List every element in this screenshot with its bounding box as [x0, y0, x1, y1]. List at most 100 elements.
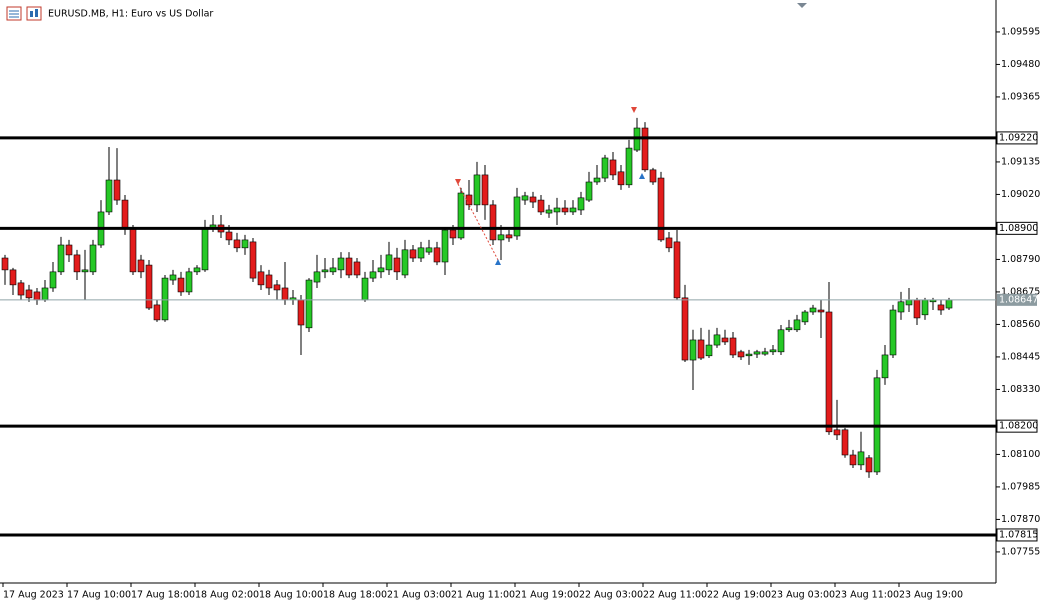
- level-label-box: [996, 528, 1038, 542]
- candle-body: [25, 289, 33, 299]
- candle-body: [1, 257, 9, 271]
- level-label-box: [996, 221, 1038, 235]
- candle-body: [449, 229, 457, 239]
- candle-body: [713, 334, 721, 346]
- candle-body: [313, 271, 321, 283]
- candle-body: [473, 174, 481, 206]
- y-tick-label: 1.08445: [1001, 351, 1040, 362]
- trade-markers: [455, 107, 645, 265]
- candle-body: [257, 271, 265, 286]
- candle-body: [697, 339, 705, 359]
- candle-body: [905, 299, 913, 306]
- candle-body: [281, 287, 289, 301]
- candle-body: [177, 277, 185, 293]
- candle-body: [353, 261, 361, 276]
- candle-body: [753, 351, 761, 355]
- candle-body: [521, 195, 529, 201]
- candle-body: [153, 304, 161, 321]
- candle-body: [705, 344, 713, 357]
- candle-body: [801, 311, 809, 323]
- candle-body: [625, 147, 633, 186]
- icon-bar: [35, 9, 38, 17]
- candle-body: [105, 179, 113, 213]
- candle-body: [617, 171, 625, 186]
- price-label-box: [997, 293, 1037, 306]
- x-tick-label: 22 Aug 03:00: [579, 590, 643, 601]
- x-tick-label: 18 Aug 10:00: [259, 590, 323, 601]
- candle-body: [721, 337, 729, 343]
- x-tick-label: 18 Aug 18:00: [323, 590, 387, 601]
- candle-body: [497, 234, 505, 241]
- candle-body: [761, 351, 769, 355]
- candle-body: [265, 274, 273, 289]
- candle-body: [57, 244, 65, 273]
- scroll-marker[interactable]: [797, 3, 807, 8]
- candle-body: [937, 304, 945, 311]
- x-tick-label: 17 Aug 18:00: [131, 590, 195, 601]
- y-tick-label: 1.08675: [1001, 286, 1040, 297]
- candle-body: [793, 319, 801, 331]
- candle-body: [185, 271, 193, 293]
- candle-body: [73, 254, 81, 273]
- x-tick-label: 23 Aug 19:00: [899, 590, 963, 601]
- candle-body: [529, 196, 537, 203]
- candle-body: [665, 237, 673, 249]
- candle-body: [769, 349, 777, 353]
- candle-body: [41, 287, 49, 301]
- candle-body: [113, 179, 121, 201]
- y-tick-label: 1.08100: [1001, 449, 1040, 460]
- y-tick-label: 1.08560: [1001, 319, 1040, 330]
- candle-body: [569, 207, 577, 213]
- candle-body: [361, 277, 369, 301]
- icon[interactable]: [26, 6, 42, 21]
- y-tick-label: 1.09595: [1001, 26, 1040, 37]
- candle-body: [561, 207, 569, 213]
- candle-body: [385, 254, 393, 271]
- candle-body: [545, 209, 553, 214]
- candle-body: [817, 309, 825, 313]
- x-tick-label: 22 Aug 11:00: [643, 590, 707, 601]
- level-label: 1.08200: [999, 421, 1038, 432]
- candle-body: [233, 239, 241, 249]
- candle-body: [481, 174, 489, 206]
- candle-body: [737, 351, 745, 358]
- candle-body: [841, 429, 849, 456]
- candle-body: [377, 267, 385, 273]
- candle-body: [433, 247, 441, 263]
- candle-body: [921, 299, 929, 316]
- candle-body: [137, 259, 145, 273]
- candle-body: [777, 329, 785, 353]
- x-tick-label: 21 Aug 03:00: [387, 590, 451, 601]
- candle-body: [601, 157, 609, 179]
- sell-arrow: [455, 179, 461, 185]
- candle-body: [241, 239, 249, 249]
- candle-body: [81, 269, 89, 273]
- candle-body: [673, 241, 681, 299]
- y-tick-label: 1.09365: [1001, 91, 1040, 102]
- candle-body: [809, 307, 817, 313]
- candle-body: [785, 327, 793, 331]
- candle-body: [369, 271, 377, 279]
- candle-body: [865, 457, 873, 473]
- candle-body: [585, 181, 593, 201]
- candle-body: [129, 227, 137, 273]
- candle-body: [897, 301, 905, 313]
- candle-body: [609, 159, 617, 176]
- candle-body: [729, 337, 737, 356]
- candle-body: [337, 257, 345, 271]
- y-tick-label: 1.08790: [1001, 254, 1040, 265]
- candle-body: [577, 197, 585, 211]
- candle-body: [681, 297, 689, 361]
- candle-body: [505, 234, 513, 239]
- icon-bar: [30, 11, 33, 17]
- candle-body: [513, 196, 521, 237]
- candle-body: [121, 199, 129, 229]
- level-label: 1.08900: [999, 223, 1038, 234]
- candle-body: [457, 192, 465, 239]
- x-tick-label: 18 Aug 02:00: [195, 590, 259, 601]
- y-tick-label: 1.08330: [1001, 384, 1040, 395]
- candle-body: [889, 309, 897, 356]
- x-tick-label: 21 Aug 11:00: [451, 590, 515, 601]
- buy-arrow: [495, 259, 501, 265]
